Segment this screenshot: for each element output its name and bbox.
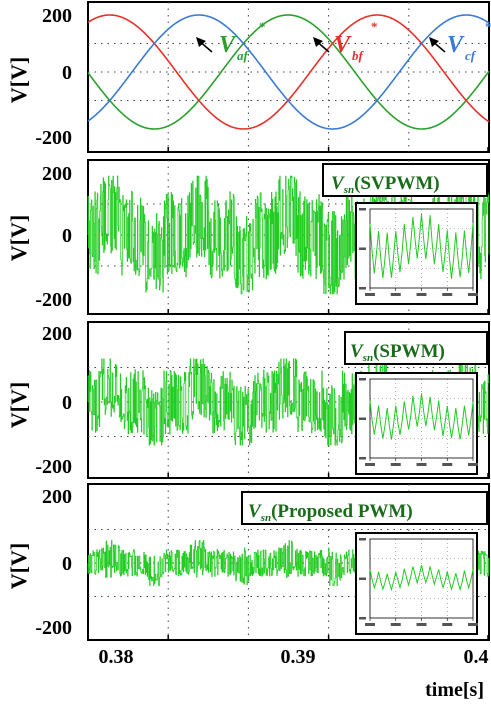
panel3-ytick-200: 200 [42, 323, 72, 345]
label-vaf-star: * [259, 19, 266, 34]
inset-trace [369, 393, 474, 440]
spwm-label: Vsn(SPWM) [350, 341, 445, 364]
spwm-label-sub: sn [362, 352, 373, 364]
series-line-cf [87, 14, 490, 130]
proposed-label-frame [241, 491, 488, 525]
label-vbf: V bf * [313, 19, 378, 63]
label-vcf-sub: cf [465, 48, 477, 63]
series-line-bf [87, 14, 490, 130]
panel2-ytick-neg200: -200 [35, 289, 72, 311]
inset-tick-label-mark [468, 623, 478, 626]
label-vcf-main: V [447, 32, 465, 58]
inset-tick-label-mark [442, 623, 453, 626]
arrowhead-vaf [196, 37, 206, 47]
inset-tick-label-mark [416, 623, 427, 626]
inset-tick-label-mark [390, 463, 401, 466]
inset-ytick-label-mark [359, 208, 366, 211]
inset-ytick-label-mark [359, 457, 366, 460]
label-vcf-star: * [485, 19, 491, 34]
arrowhead-vcf [429, 37, 439, 47]
series-line-af [87, 14, 490, 130]
inset-ytick-label-mark [359, 378, 366, 381]
label-vbf-main: V [334, 32, 352, 58]
svpwm-panel: 200 0 -200 V[V] Vsn(SVPWM) [6, 160, 490, 314]
panel3-ylabel: V[V] [6, 382, 31, 428]
panel1-ytick-200: 200 [42, 5, 72, 27]
panel1-ytick-neg200: -200 [35, 127, 72, 149]
inset-tick-label-mark [365, 293, 375, 296]
xtick-04: 0.4 [464, 646, 489, 668]
spwm-label-box: Vsn(SPWM) [344, 331, 488, 365]
svpwm-label-frame [322, 163, 488, 197]
xtick-038: 0.38 [99, 646, 134, 668]
spwm-label-text: (SPWM) [373, 341, 445, 362]
xtick-039: 0.39 [281, 646, 316, 668]
inset-tick-label-mark [468, 463, 478, 466]
svpwm-label-sub: sn [343, 184, 354, 196]
proposed-label: Vsn(Proposed PWM) [248, 501, 413, 524]
inset-tick-label-mark [390, 293, 401, 296]
inset-tick-label-mark [365, 623, 375, 626]
label-vbf-sub: bf [352, 48, 365, 63]
label-vaf-sub: af [237, 48, 250, 63]
inset-ytick-label-mark [359, 287, 366, 290]
svpwm-label-main: V [331, 173, 345, 194]
label-vaf-main: V [219, 32, 237, 58]
proposed-label-main: V [248, 501, 262, 522]
panel4-ytick-200: 200 [42, 486, 72, 508]
inset-ytick-label-mark [359, 417, 366, 420]
proposed-panel: 200 0 -200 V[V] Vsn(Proposed PWM) [6, 484, 490, 640]
inset-trace [369, 213, 474, 279]
svpwm-label-box: Vsn(SVPWM) [322, 163, 488, 197]
panel4-ytick-neg200: -200 [35, 617, 72, 639]
panel2-grid [88, 160, 489, 314]
inset-ytick-label-mark [359, 577, 366, 580]
inset-trace [369, 564, 474, 592]
panel4-ylabel: V[V] [6, 543, 31, 589]
inset-ytick-label-mark [359, 538, 366, 541]
label-vcf: V cf * [429, 19, 491, 63]
inset-tick-label-mark [365, 463, 375, 466]
svpwm-inset [355, 202, 478, 305]
label-vaf: V af * [196, 19, 266, 63]
inset-tick-label-mark [416, 463, 427, 466]
panel3-ytick-neg200: -200 [35, 456, 72, 478]
proposed-inset [355, 532, 478, 635]
panel2-ytick-200: 200 [42, 163, 72, 185]
phase-voltage-panel: 200 0 -200 V[V] V af * V bf * V cf * [6, 2, 491, 152]
spwm-inset [355, 372, 478, 475]
inset-tick-label-mark [390, 623, 401, 626]
panel2-ytick-0: 0 [62, 225, 72, 247]
inset-tick-label-mark [416, 293, 427, 296]
inset-tick-label-mark [442, 463, 453, 466]
panel2-ylabel: V[V] [6, 215, 31, 261]
spwm-label-main: V [350, 341, 364, 362]
panel1-ytick-0: 0 [62, 62, 72, 84]
panel3-ytick-0: 0 [62, 392, 72, 414]
inset-ytick-label-mark [359, 247, 366, 250]
spwm-label-frame [344, 331, 488, 365]
panel-frame-1 [87, 1, 490, 153]
xaxis-label: time[s] [425, 679, 484, 701]
svpwm-label-text: (SVPWM) [354, 173, 439, 194]
arrowhead-vbf [313, 37, 323, 47]
panel1-ylabel: V[V] [6, 57, 31, 103]
inset-ytick-label-mark [359, 617, 366, 620]
inset-tick-label-mark [468, 293, 478, 296]
proposed-label-sub: sn [260, 512, 271, 524]
spwm-panel: 200 0 -200 V[V] Vsn(SPWM) [6, 322, 490, 478]
svpwm-label: Vsn(SVPWM) [331, 173, 440, 196]
phase-voltage-series [87, 14, 490, 130]
proposed-label-text: (Proposed PWM) [271, 501, 413, 522]
panel4-ytick-0: 0 [62, 553, 72, 575]
inset-tick-label-mark [442, 293, 453, 296]
proposed-label-box: Vsn(Proposed PWM) [241, 491, 488, 525]
label-vbf-star: * [371, 19, 378, 34]
